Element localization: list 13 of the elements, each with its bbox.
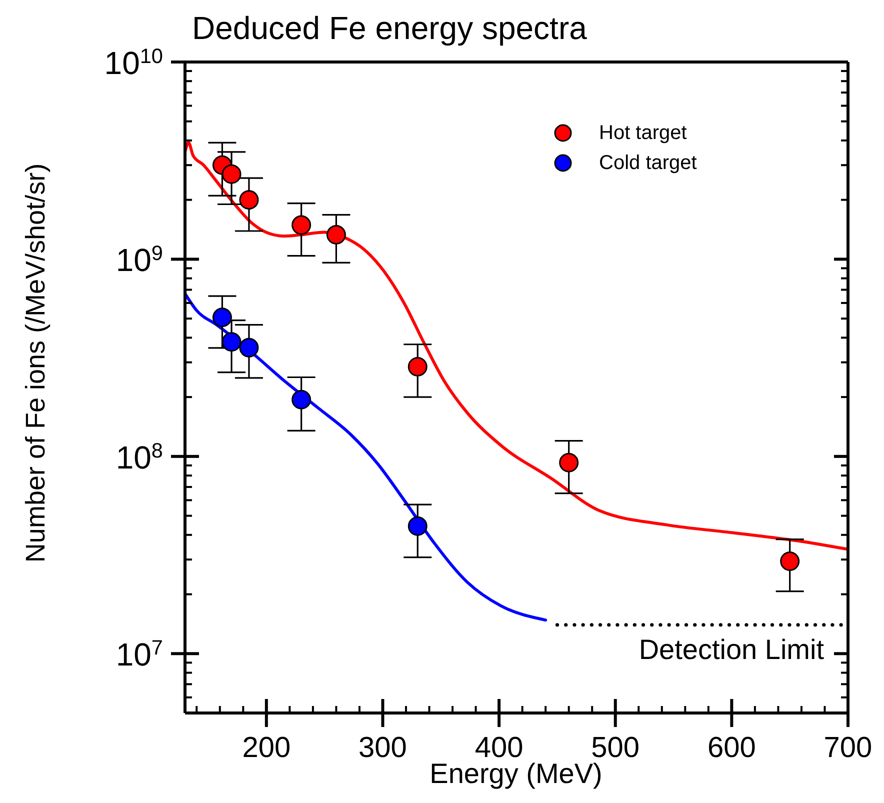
annotation: Detection Limit: [638, 634, 824, 665]
chart-title: Deduced Fe energy spectra: [192, 10, 587, 47]
legend-label: Hot target: [599, 121, 687, 146]
x-tick-label: 600: [707, 732, 756, 764]
y-axis-title: Number of Fe ions (/MeV/shot/sr): [20, 163, 52, 563]
y-tick-label: 10$^{9}$: [116, 242, 163, 278]
x-tick-label: 700: [824, 732, 872, 764]
y-tick-label: 10$^{10}$: [104, 44, 163, 81]
y-tick-label: 10$^{8}$: [116, 438, 163, 476]
legend-label: Cold target: [599, 151, 697, 176]
x-tick-label: 300: [358, 732, 407, 764]
x-tick-label: 200: [242, 732, 291, 764]
y-tick-label: 10$^{7}$: [116, 636, 163, 673]
